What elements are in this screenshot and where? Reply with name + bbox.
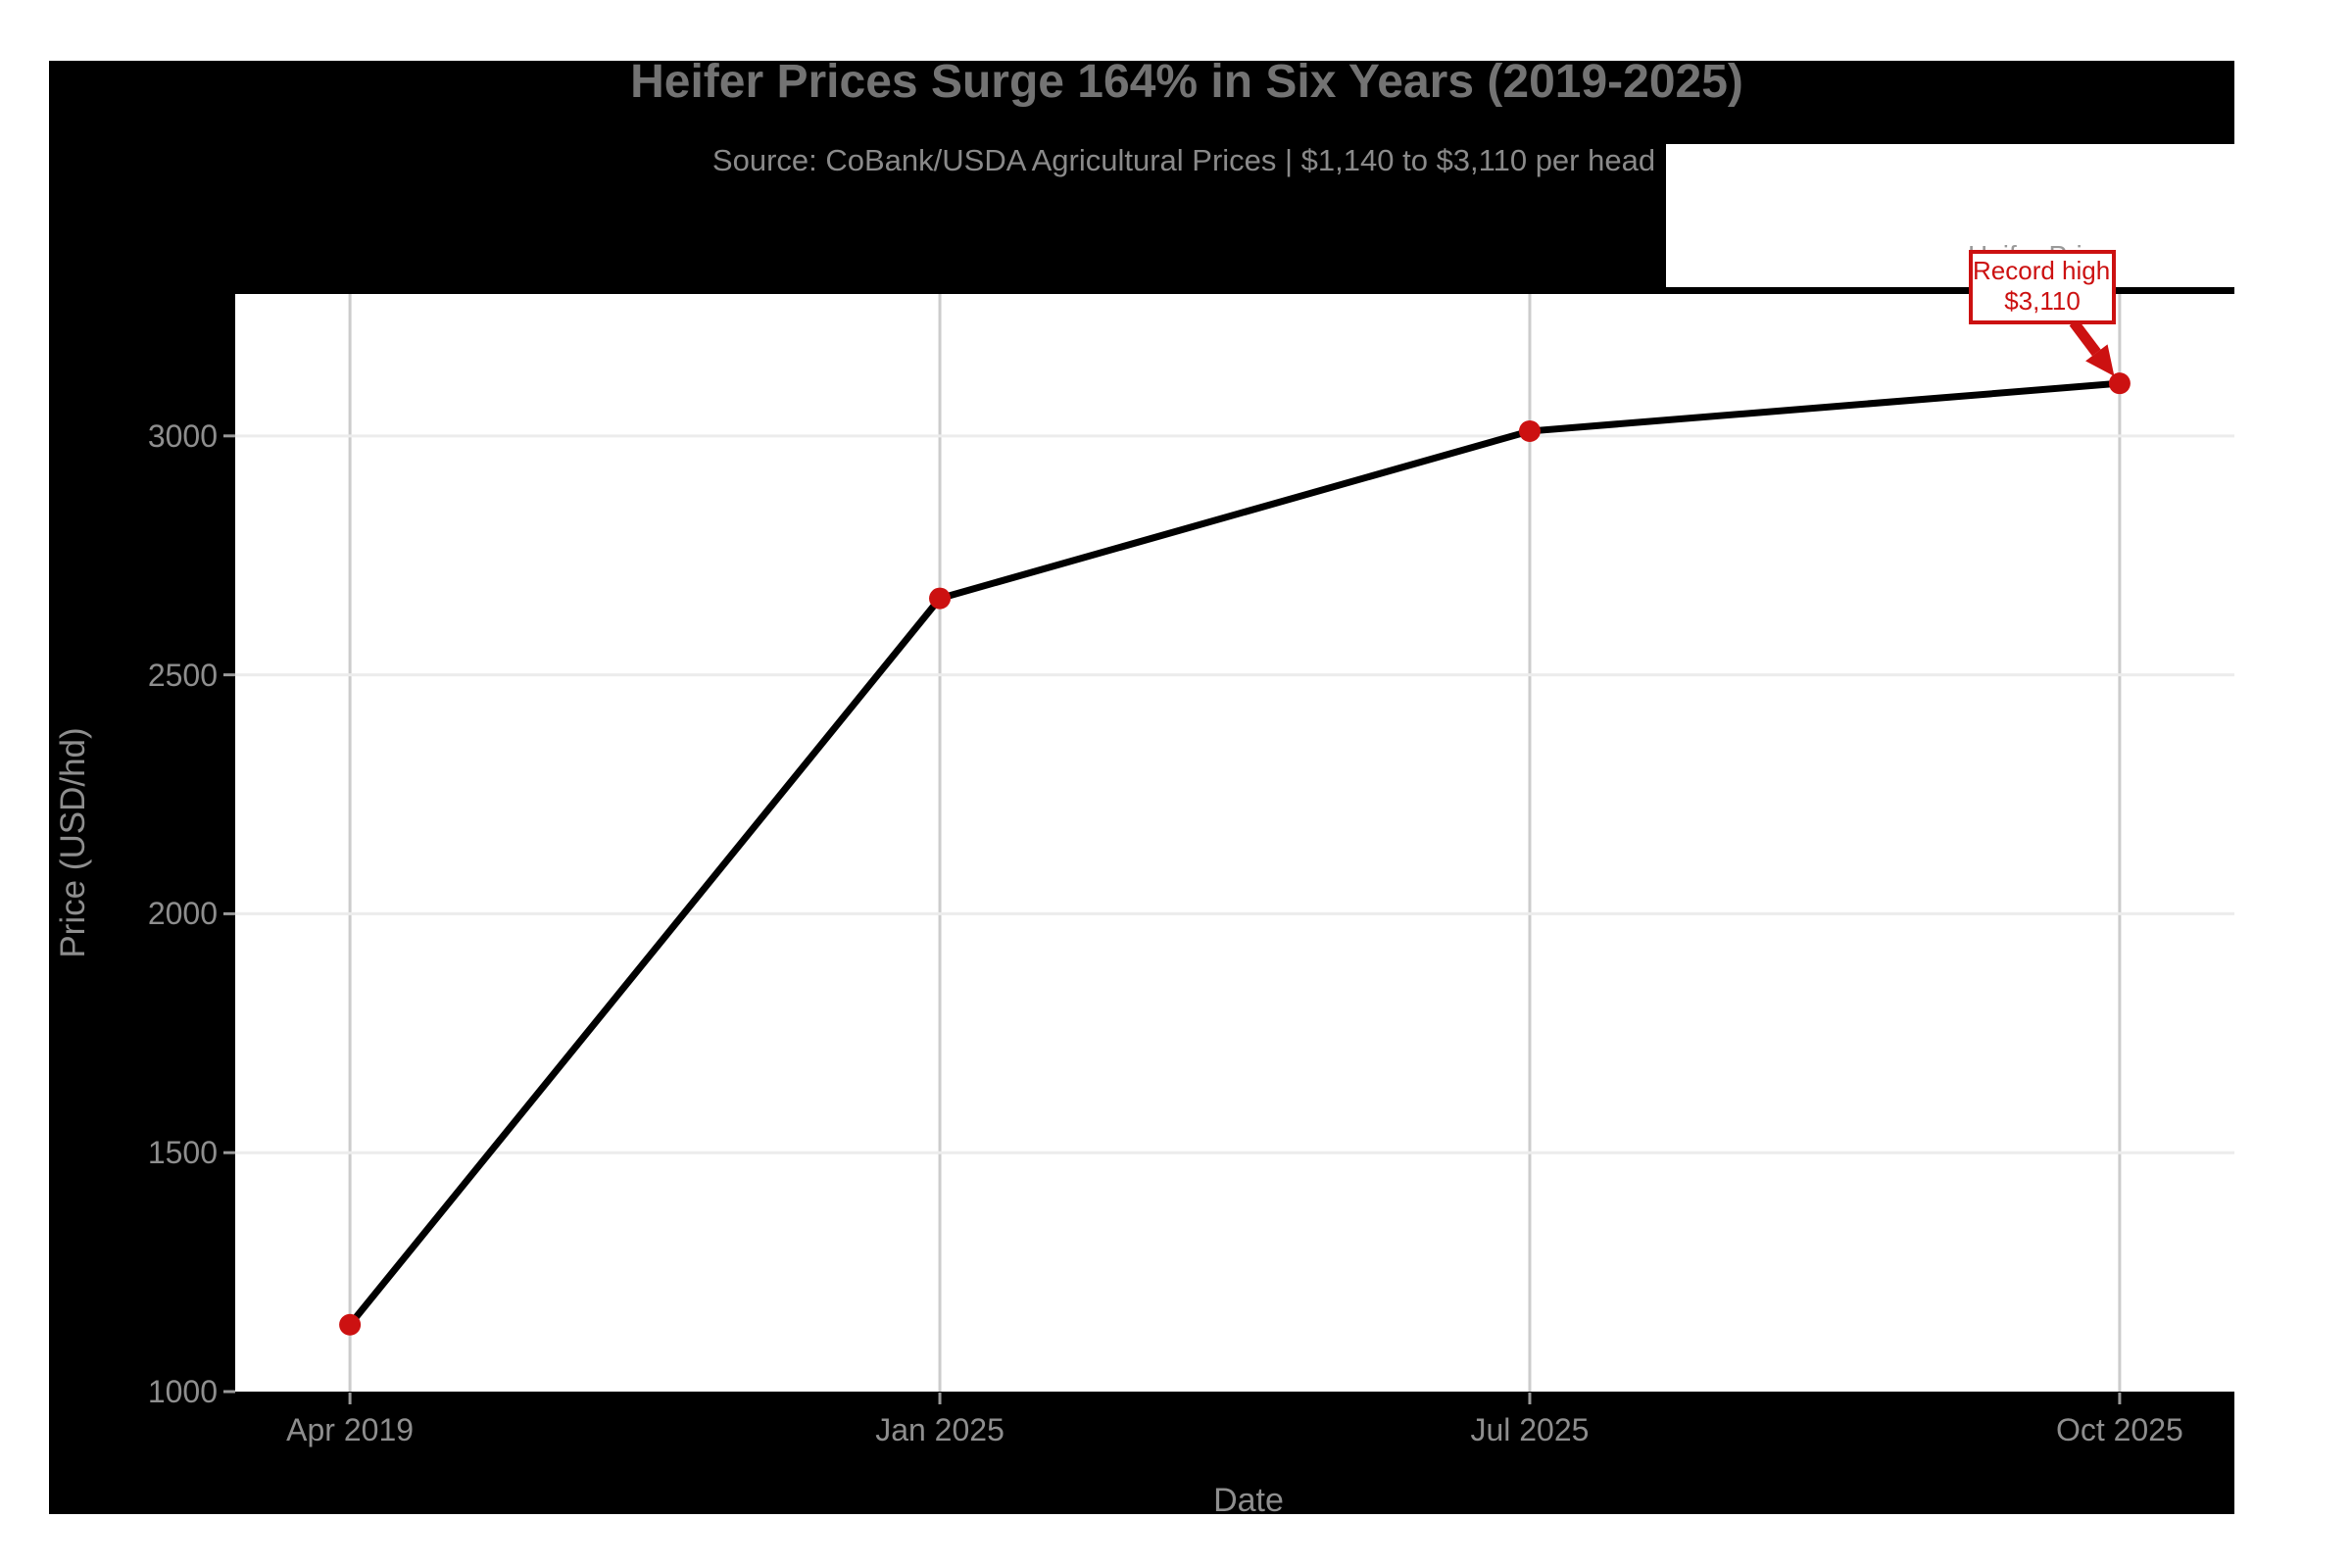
x-axis-label: Date xyxy=(1213,1482,1284,1519)
plot-area xyxy=(235,294,2234,1392)
chart-title: Heifer Prices Surge 164% in Six Years (2… xyxy=(630,56,1743,108)
y-tick-label: 2500 xyxy=(147,657,218,693)
y-tick-label: 1500 xyxy=(147,1135,218,1171)
record-high-annotation: Record high: $3,110 xyxy=(1969,250,2118,324)
annotation-text-line2: $3,110 xyxy=(2004,286,2081,316)
legend-entry-label: Heifer Price xyxy=(1968,242,2134,250)
annotation-text-line1: Record high: xyxy=(1973,256,2118,285)
x-tick-label: Jul 2025 xyxy=(1470,1412,1590,1447)
y-tick-label: 2000 xyxy=(147,896,218,932)
x-tick-label: Jan 2025 xyxy=(875,1412,1004,1447)
x-tick-label: Oct 2025 xyxy=(2055,1412,2183,1447)
x-tick-label: Apr 2019 xyxy=(286,1412,415,1447)
legend xyxy=(1666,144,2244,287)
chart-subtitle: Source: CoBank/USDA Agricultural Prices … xyxy=(711,143,1656,177)
y-tick-label: 3000 xyxy=(147,417,218,454)
y-tick-label: 1000 xyxy=(147,1374,218,1409)
